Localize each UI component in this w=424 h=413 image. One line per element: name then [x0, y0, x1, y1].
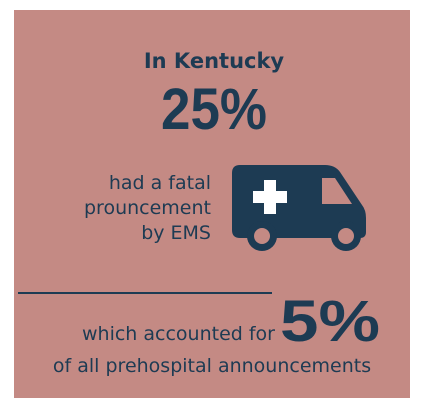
stat-text: by EMS [141, 222, 211, 244]
stat-suffix: of all prehospital announcements [53, 355, 371, 377]
title: In Kentucky [144, 49, 285, 73]
stat-prefix: which accounted for [82, 323, 275, 345]
stat-value: 5% [280, 289, 380, 354]
ambulance-icon [232, 165, 366, 251]
stat-text: prouncement [84, 197, 211, 219]
stat-value: 25% [161, 77, 267, 142]
stat-text: had a fatal [109, 172, 211, 194]
